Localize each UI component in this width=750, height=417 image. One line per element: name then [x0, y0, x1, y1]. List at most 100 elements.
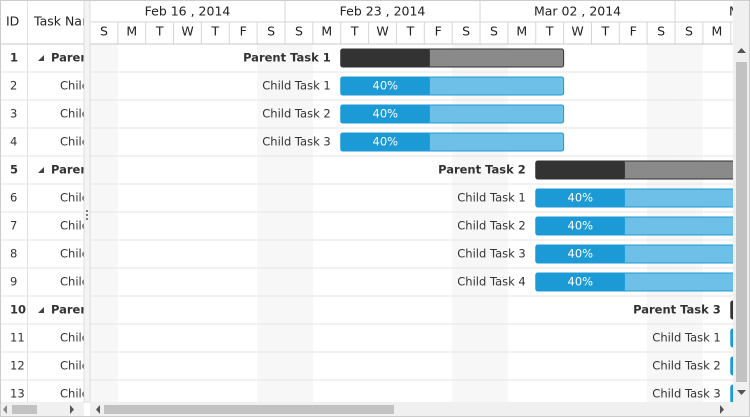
scroll-corner [733, 402, 750, 417]
task-name: Child Task 3 [60, 387, 128, 401]
v-scroll-thumb[interactable] [736, 62, 747, 382]
task-name: Parent Task 3 [51, 303, 139, 317]
task-name: Child Task 2 [60, 219, 128, 233]
column-header: ID [6, 14, 19, 29]
progress-bar [730, 329, 733, 347]
week-label: Feb 16 , 2014 [145, 4, 231, 19]
progress-bar [535, 189, 625, 207]
splitter-dot [86, 214, 88, 216]
task-name: Child Task 2 [60, 359, 128, 373]
grid-header [0, 0, 84, 44]
bar-label: Child Task 2 [652, 359, 720, 373]
task-id: 6 [10, 191, 17, 205]
scroll-down[interactable] [737, 390, 746, 395]
bar-label: Child Task 2 [262, 107, 330, 121]
task-id: 13 [10, 387, 25, 401]
progress-bar [730, 301, 733, 319]
progress-bar [535, 273, 625, 291]
splitter[interactable] [83, 0, 91, 403]
task-id: 10 [10, 303, 26, 317]
day-label: S [490, 24, 498, 39]
h-scroll-thumb[interactable] [12, 405, 37, 414]
progress-bar [340, 105, 430, 123]
progress-bar [340, 77, 430, 95]
task-id: 5 [10, 163, 18, 177]
weekend-column [452, 44, 481, 402]
task-id: 7 [10, 219, 17, 233]
day-label: W [571, 24, 583, 39]
day-label: S [657, 24, 665, 39]
splitter-dot [86, 218, 88, 220]
day-label: M [321, 24, 332, 39]
scroll-left[interactable] [96, 405, 100, 414]
day-label: T [406, 24, 415, 39]
bar-label: Child Task 4 [457, 275, 525, 289]
week-label: Mar 02 , 2014 [534, 4, 621, 19]
bar-label: Child Task 3 [457, 247, 525, 261]
progress-label: 40% [373, 135, 399, 149]
progress-bar [340, 133, 430, 151]
task-name: Parent Task 2 [51, 163, 139, 177]
expand-icon[interactable] [38, 55, 44, 61]
week-label: Feb 23 , 2014 [340, 4, 426, 19]
expand-icon[interactable] [38, 167, 44, 173]
progress-bar [340, 49, 430, 67]
day-label: W [181, 24, 193, 39]
task-id: 1 [10, 51, 18, 65]
progress-bar [730, 385, 733, 402]
task-id: 2 [10, 79, 17, 93]
progress-bar [730, 357, 733, 375]
task-id: 3 [10, 107, 17, 121]
day-label: T [155, 24, 164, 39]
column-header: Task Name [33, 14, 102, 29]
day-label: M [516, 24, 527, 39]
task-id: 12 [10, 359, 25, 373]
task-id: 8 [10, 247, 17, 261]
task-name: Child Task 2 [60, 107, 128, 121]
bar-label: Child Task 1 [652, 331, 720, 345]
day-label: F [240, 24, 247, 39]
task-name: Child Task 1 [60, 79, 128, 93]
day-label: M [711, 24, 722, 39]
weekend-column [480, 44, 508, 402]
task-name: Child Task 1 [60, 331, 128, 345]
progress-bar [535, 245, 625, 263]
day-label: F [435, 24, 442, 39]
day-label: S [267, 24, 275, 39]
scroll-right[interactable] [70, 405, 74, 414]
scroll-left[interactable] [3, 405, 7, 414]
progress-label: 40% [568, 219, 594, 233]
day-label: S [295, 24, 303, 39]
progress-label: 40% [568, 247, 594, 261]
h-scroll-thumb[interactable] [104, 405, 394, 414]
day-label: S [100, 24, 108, 39]
bar-label: Child Task 3 [652, 387, 720, 401]
day-label: S [462, 24, 470, 39]
bar-label: Parent Task 1 [243, 51, 331, 65]
task-name: Child Task 3 [60, 247, 128, 261]
timeline: Feb 16 , 2014 S M T W T F S Feb 23 , 2014 S M T W T F S… [90, 0, 750, 402]
expand-icon[interactable] [38, 307, 44, 313]
splitter-dot [86, 210, 88, 212]
bar-label: Parent Task 3 [633, 303, 721, 317]
day-label: T [211, 24, 220, 39]
day-label: S [685, 24, 693, 39]
progress-label: 40% [568, 191, 594, 205]
day-label: T [545, 24, 554, 39]
scroll-right[interactable] [720, 405, 724, 414]
week-label: Mar 09 , 2014 [729, 4, 750, 19]
weekend-column [90, 44, 118, 402]
progress-bar [535, 161, 625, 179]
scroll-up[interactable] [737, 48, 746, 53]
task-id: 11 [10, 331, 25, 345]
bar-label: Child Task 1 [262, 79, 330, 93]
task-id: 9 [10, 275, 17, 289]
day-label: T [350, 24, 359, 39]
task-name: Child Task 4 [60, 275, 128, 289]
day-label: F [630, 24, 637, 39]
task-id: 4 [10, 135, 17, 149]
progress-label: 40% [568, 275, 594, 289]
progress-label: 40% [373, 107, 399, 121]
